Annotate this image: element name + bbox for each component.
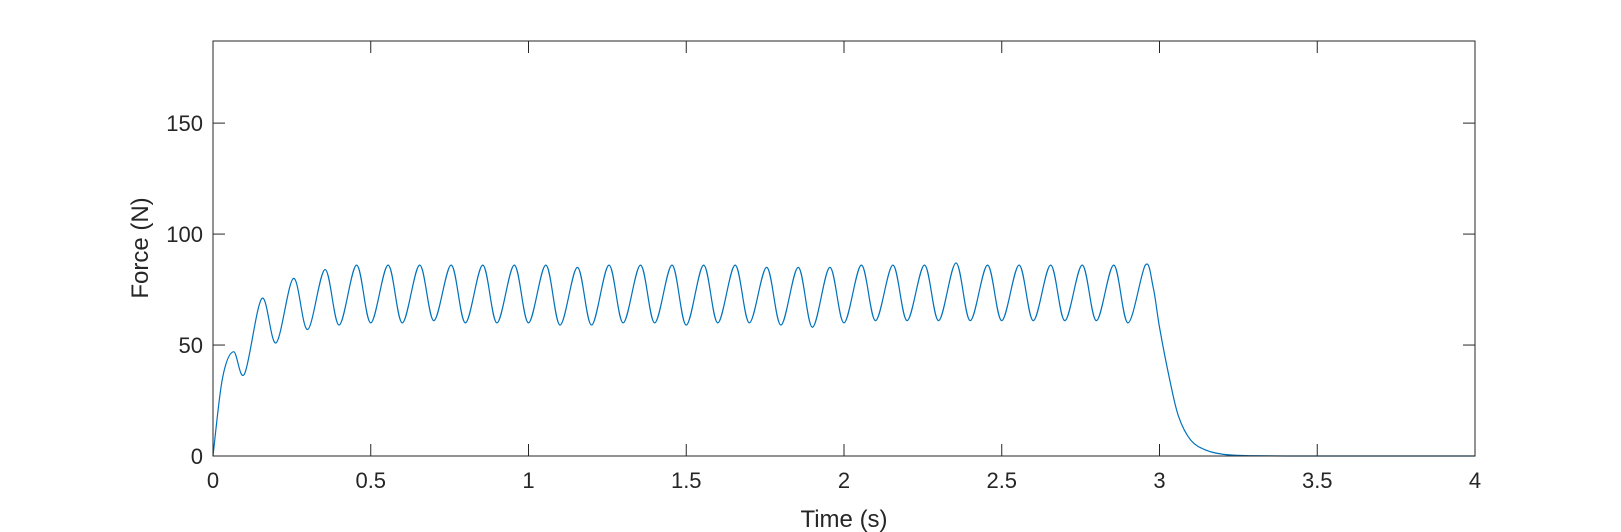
y-tick-label: 0 <box>191 444 203 469</box>
x-tick-label: 3.5 <box>1302 468 1333 493</box>
x-tick-label: 2.5 <box>986 468 1017 493</box>
x-tick-label: 1.5 <box>671 468 702 493</box>
y-tick-label: 100 <box>166 222 203 247</box>
y-tick-label: 150 <box>166 111 203 136</box>
x-axis-label: Time (s) <box>800 506 887 532</box>
x-tick-label: 0.5 <box>355 468 386 493</box>
x-tick-label: 2 <box>838 468 850 493</box>
y-tick-label: 50 <box>179 333 203 358</box>
x-tick-label: 3 <box>1153 468 1165 493</box>
x-tick-label: 0 <box>207 468 219 493</box>
axis-tick-labels: 0 0.5 1 1.5 2 2.5 3 3.5 4 0 50 100 150 <box>166 111 1481 493</box>
x-tick-label: 4 <box>1469 468 1481 493</box>
y-axis-label: Force (N) <box>127 197 154 298</box>
x-tick-label: 1 <box>522 468 534 493</box>
plot-area <box>213 41 1475 456</box>
plot-frame <box>212 40 1476 457</box>
force-series-line <box>212 262 1475 457</box>
